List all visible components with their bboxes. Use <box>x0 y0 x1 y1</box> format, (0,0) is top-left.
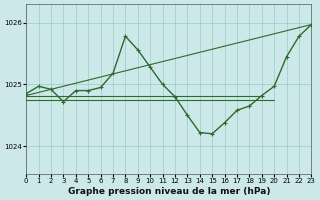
X-axis label: Graphe pression niveau de la mer (hPa): Graphe pression niveau de la mer (hPa) <box>68 187 270 196</box>
